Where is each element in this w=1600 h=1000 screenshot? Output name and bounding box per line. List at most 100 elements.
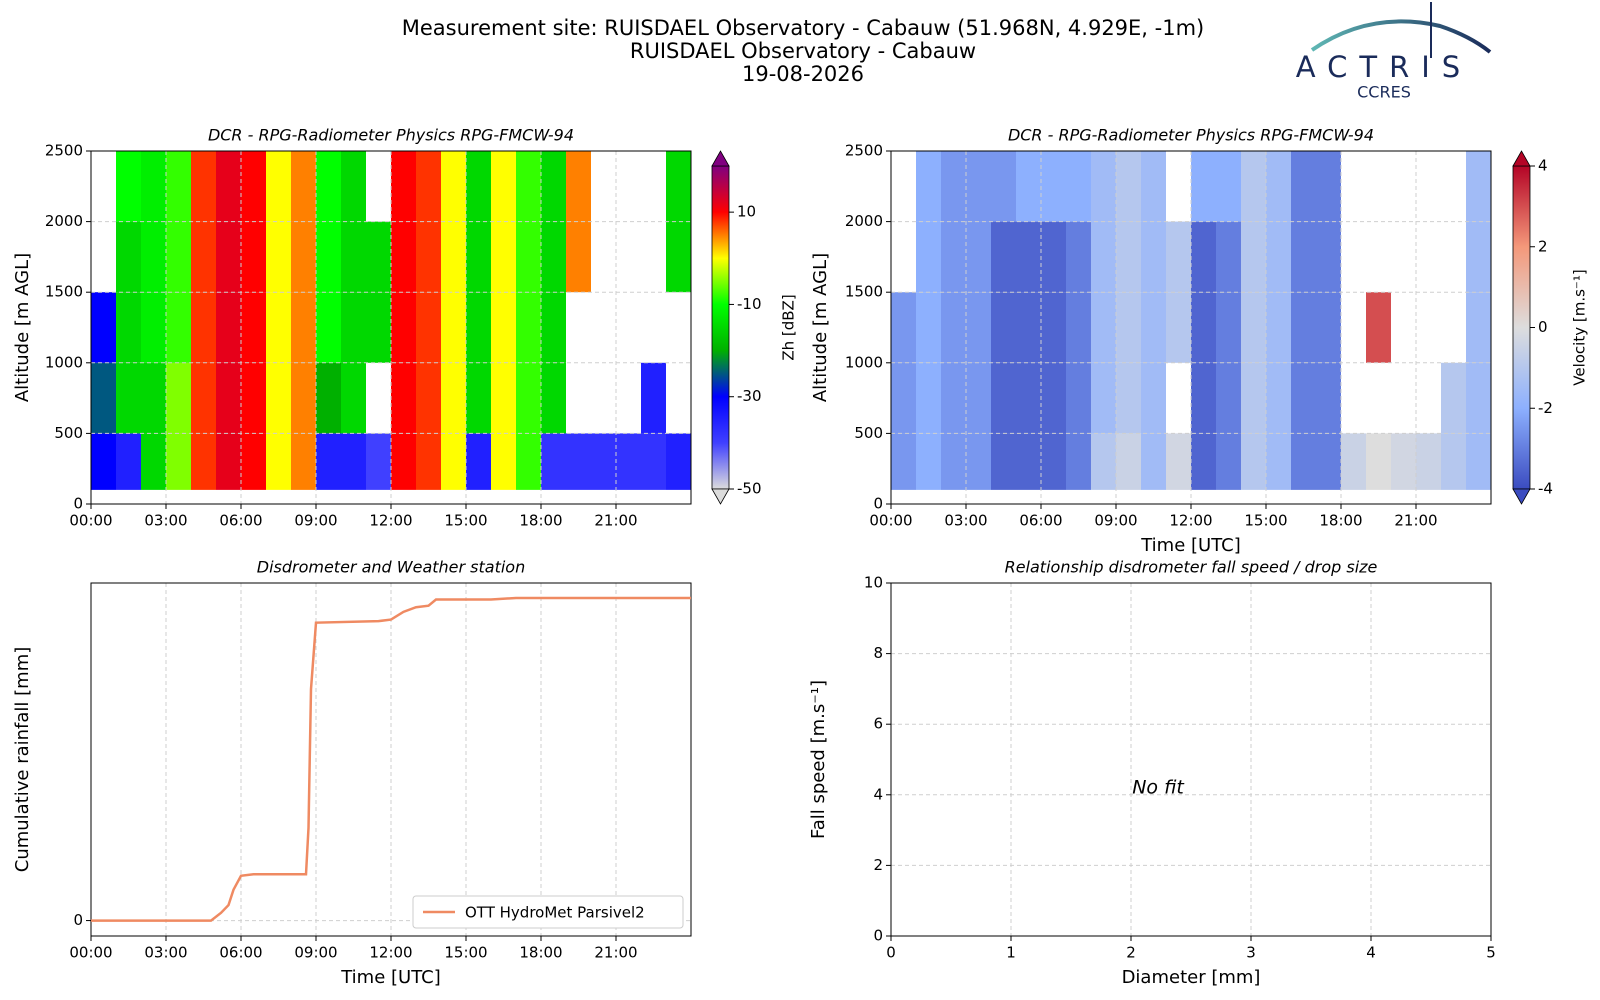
panel-title: Relationship disdrometer fall speed / dr…: [1005, 558, 1378, 577]
heatmap-cell: [1091, 433, 1116, 490]
heatmap-cell: [1391, 433, 1416, 490]
colorbar-extend: [711, 150, 730, 167]
heatmap-cell: [241, 362, 266, 434]
colorbar-tick-label: 4: [1538, 157, 1548, 175]
heatmap-cell: [516, 362, 541, 434]
logo-subtitle: CCRES: [1357, 83, 1411, 102]
heatmap-cell: [391, 292, 416, 363]
heatmap-cell: [166, 433, 191, 490]
heatmap-cell: [916, 433, 941, 490]
panel: 00:00 03:00 06:00 09:00 12:00 15:00 18:00 21:00…: [810, 126, 1589, 557]
heatmap-cell: [1366, 433, 1391, 490]
heatmap-cell: [1141, 151, 1166, 222]
heatmap-cell: [316, 151, 341, 222]
colorbar-label: Velocity [m.s⁻¹]: [1571, 269, 1589, 385]
heatmap-cell: [1266, 433, 1291, 490]
x-tick-label: 21:00: [594, 944, 637, 962]
x-tick-label: 12:00: [1169, 512, 1212, 530]
colorbar: [1512, 165, 1531, 490]
heatmap-cell: [1366, 292, 1391, 363]
heatmap-cell: [166, 292, 191, 363]
heatmap-cell: [966, 433, 991, 490]
heatmap-cell: [1466, 151, 1491, 222]
heatmap-cell: [1241, 362, 1266, 434]
heatmap-cell: [541, 292, 566, 363]
y-tick-label: 1000: [45, 353, 83, 371]
heatmap-cell: [166, 362, 191, 434]
heatmap-cell: [166, 151, 191, 222]
x-tick-label: 00:00: [69, 944, 112, 962]
y-tick-label: 0: [73, 911, 83, 929]
heatmap-cell: [466, 292, 491, 363]
y-axis-label: Altitude [m AGL]: [12, 253, 33, 402]
heatmap-cell: [391, 362, 416, 434]
heatmap-cell: [516, 151, 541, 222]
heatmap-cell: [266, 151, 291, 222]
heatmap-cell: [1141, 362, 1166, 434]
x-tick-label: 03:00: [144, 512, 187, 530]
heatmap-cell: [116, 292, 141, 363]
heatmap-cell: [1216, 292, 1241, 363]
legend-label: OTT HydroMet Parsivel2: [465, 904, 645, 922]
heatmap-cell: [141, 433, 166, 490]
heatmap-cell: [266, 433, 291, 490]
x-tick-label: 0: [886, 944, 896, 962]
heatmap-cell: [1041, 362, 1066, 434]
heatmap-cell: [466, 362, 491, 434]
heatmap-cell: [966, 221, 991, 293]
heatmap-cell: [1116, 151, 1141, 222]
heatmap-cell: [316, 433, 341, 490]
heatmap-cell: [466, 221, 491, 293]
x-tick-label: 00:00: [69, 512, 112, 530]
heatmap-cell: [1241, 221, 1266, 293]
heatmap-cell: [441, 292, 466, 363]
heatmap-cell: [1066, 362, 1091, 434]
legend-box: [412, 895, 684, 929]
heatmap-cell: [391, 221, 416, 293]
heatmap-cell: [1091, 151, 1116, 222]
heatmap-cell: [1216, 151, 1241, 222]
heatmap-cell: [1041, 292, 1066, 363]
heatmap-cell: [1066, 433, 1091, 490]
y-tick-label: 2500: [845, 142, 883, 160]
heatmap-cell: [1441, 362, 1466, 434]
heatmap-cell: [1191, 151, 1216, 222]
suptitle: Measurement site: RUISDAEL Observatory -…: [402, 16, 1205, 40]
heatmap-cell: [166, 221, 191, 293]
heatmap-cell: [1466, 292, 1491, 363]
x-tick-label: 21:00: [594, 512, 637, 530]
heatmap-cell: [516, 221, 541, 293]
heatmap-cell: [991, 433, 1016, 490]
colorbar-tick-label: -50: [737, 480, 762, 498]
y-tick-label: 2000: [45, 212, 83, 230]
x-tick-label: 00:00: [869, 512, 912, 530]
colorbar-tick-label: 0: [1538, 318, 1548, 336]
heatmap-cell: [991, 151, 1016, 222]
heatmap-cell: [341, 221, 366, 293]
heatmap-cell: [1466, 433, 1491, 490]
y-tick-label: 10: [864, 574, 883, 592]
x-tick-label: 18:00: [1319, 512, 1362, 530]
colorbar-tick-label: 10: [737, 203, 756, 221]
heatmap-cell: [116, 362, 141, 434]
colorbar-tick-label: -30: [737, 387, 762, 405]
x-tick-label: 09:00: [1094, 512, 1137, 530]
heatmap-cell: [341, 362, 366, 434]
heatmap-cell: [266, 362, 291, 434]
heatmap-cell: [1466, 221, 1491, 293]
heatmap-cell: [191, 151, 216, 222]
heatmap-cell: [1266, 221, 1291, 293]
y-tick-label: 4: [873, 785, 883, 803]
y-tick-label: 2500: [45, 142, 83, 160]
heatmap-cell: [941, 151, 966, 222]
heatmap-cell: [416, 221, 441, 293]
heatmap-cell: [1141, 433, 1166, 490]
colorbar-tick-label: -2: [1538, 399, 1553, 417]
x-tick-label: 5: [1486, 944, 1496, 962]
heatmap-cell: [1466, 362, 1491, 434]
heatmap-cell: [491, 362, 516, 434]
heatmap-cell: [1191, 362, 1216, 434]
y-tick-label: 1500: [45, 283, 83, 301]
x-tick-label: 06:00: [219, 512, 262, 530]
y-tick-label: 0: [73, 495, 83, 513]
